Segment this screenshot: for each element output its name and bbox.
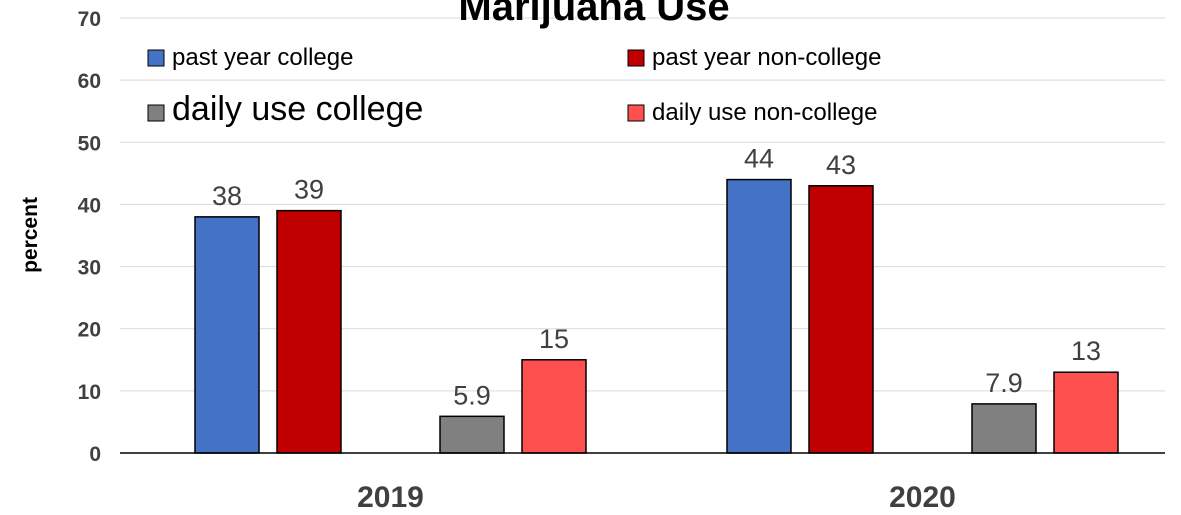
legend-swatch (147, 49, 165, 67)
bar (521, 359, 587, 454)
bar (276, 209, 342, 454)
legend-label: past year non-college (652, 44, 881, 71)
legend-label: daily use college (172, 90, 423, 128)
data-label: 38 (212, 181, 242, 211)
legend-swatch (627, 104, 645, 122)
y-tick-label: 40 (78, 194, 101, 217)
data-label: 15 (539, 324, 569, 354)
chart-title: Marijuana Use (458, 0, 729, 29)
legend: past year college past year non-college da… (147, 44, 881, 128)
y-tick-label: 20 (78, 319, 101, 342)
y-axis-ticks: 0 10 20 30 40 50 60 70 (78, 8, 101, 466)
y-tick-label: 70 (78, 8, 101, 31)
legend-swatch (627, 49, 645, 67)
bar (439, 415, 505, 454)
x-tick-label: 2020 (889, 481, 956, 514)
y-tick-label: 0 (89, 443, 101, 466)
bars (194, 178, 1119, 454)
data-label: 43 (826, 150, 856, 180)
y-tick-label: 50 (78, 132, 101, 155)
y-axis-label: percent (19, 197, 42, 273)
bar (726, 178, 792, 454)
bar (971, 403, 1037, 454)
bar (808, 185, 874, 454)
data-label: 44 (744, 144, 774, 174)
legend-swatch (147, 104, 165, 122)
legend-label: past year college (172, 44, 353, 71)
data-label: 39 (294, 175, 324, 205)
bar (194, 216, 260, 454)
data-label: 5.9 (453, 380, 491, 410)
data-label: 13 (1071, 336, 1101, 366)
legend-label: daily use non-college (652, 99, 877, 126)
x-axis-ticks: 2019 2020 (357, 481, 956, 514)
y-tick-label: 60 (78, 70, 101, 93)
y-tick-label: 10 (78, 381, 101, 404)
data-labels: 38 39 5.9 15 44 43 7.9 13 (212, 144, 1101, 411)
y-tick-label: 30 (78, 257, 101, 280)
bar (1053, 371, 1119, 454)
data-label: 7.9 (985, 368, 1023, 398)
x-tick-label: 2019 (357, 481, 424, 514)
